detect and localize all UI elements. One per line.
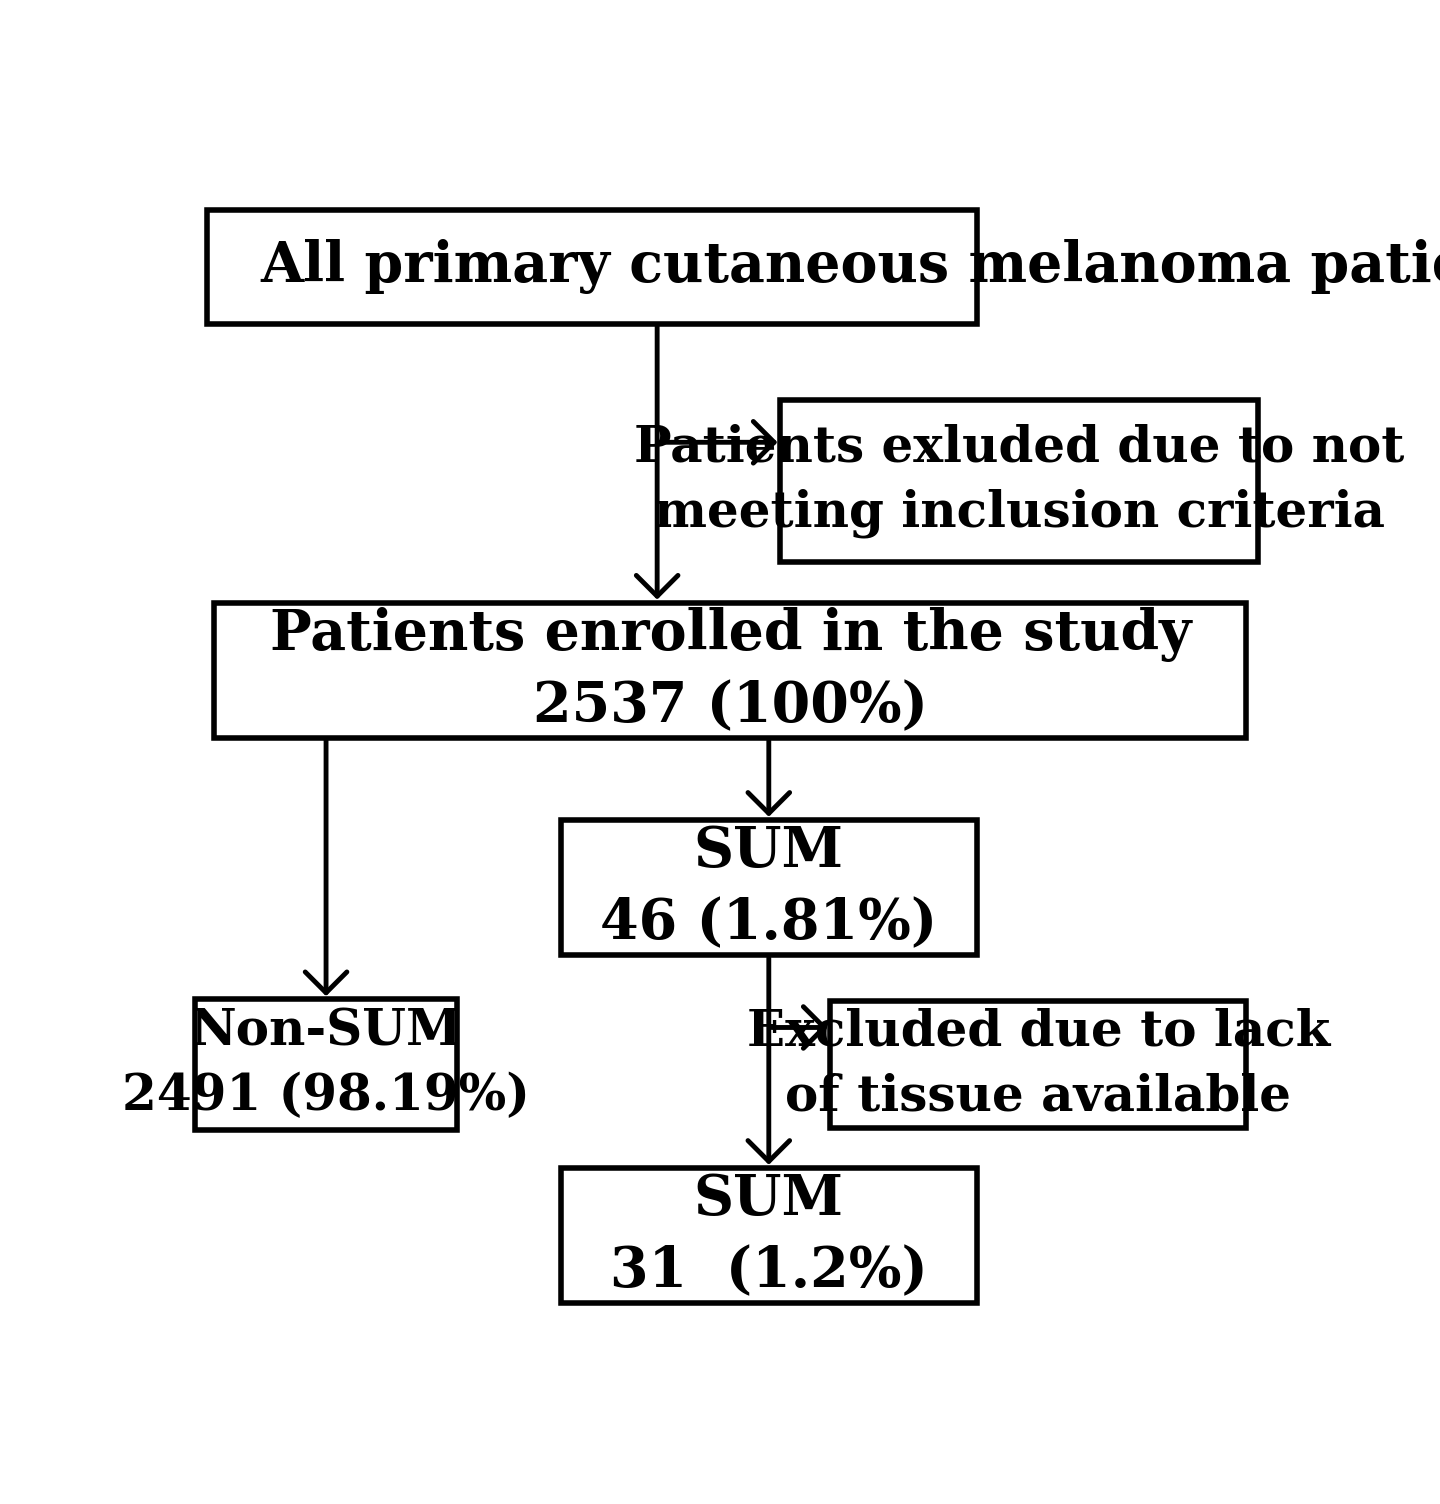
Text: SUM
31  (1.2%): SUM 31 (1.2%)	[611, 1172, 927, 1299]
Text: SUM
46 (1.81%): SUM 46 (1.81%)	[600, 824, 937, 951]
Bar	[831, 1002, 1246, 1128]
Text: Patients enrolled in the study
2537 (100%): Patients enrolled in the study 2537 (100…	[269, 606, 1191, 734]
Text: Excluded due to lack
of tissue available: Excluded due to lack of tissue available	[747, 1008, 1331, 1120]
Bar	[215, 603, 1246, 737]
Text: Non-SUM
2491 (98.19%): Non-SUM 2491 (98.19%)	[122, 1008, 530, 1120]
Text: Patients exluded due to not
meeting inclusion criteria: Patients exluded due to not meeting incl…	[634, 424, 1404, 537]
Bar	[196, 999, 456, 1130]
Bar	[780, 400, 1257, 561]
Bar	[562, 1169, 976, 1302]
Bar	[207, 209, 976, 323]
Bar	[562, 820, 976, 955]
Text: All primary cutaneous melanoma patients: All primary cutaneous melanoma patients	[261, 239, 1440, 295]
